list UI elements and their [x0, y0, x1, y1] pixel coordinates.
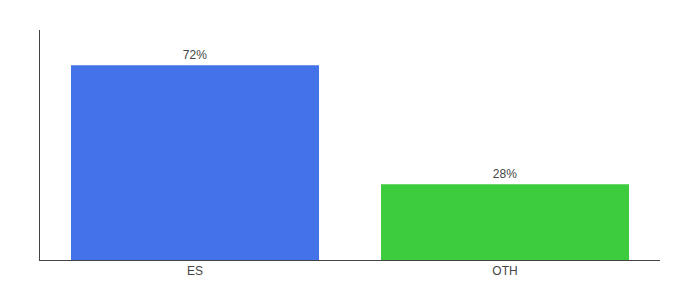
svg-text:ES: ES [187, 264, 203, 278]
svg-text:28%: 28% [493, 167, 517, 181]
svg-text:OTH: OTH [492, 264, 517, 278]
svg-text:72%: 72% [183, 48, 207, 62]
